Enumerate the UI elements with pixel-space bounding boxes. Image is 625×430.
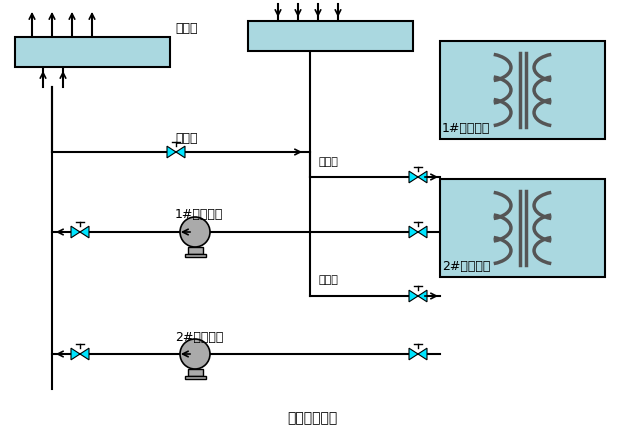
Bar [188, 247, 202, 255]
Text: 冷冻水管网图: 冷冻水管网图 [287, 410, 337, 424]
Polygon shape [409, 172, 418, 184]
Polygon shape [71, 227, 80, 238]
Circle shape [180, 218, 210, 247]
Polygon shape [71, 348, 80, 360]
Circle shape [180, 339, 210, 369]
Text: 集水管: 集水管 [175, 22, 198, 34]
Text: 2#空调机组: 2#空调机组 [442, 259, 491, 272]
Bar [440, 42, 605, 140]
Text: 旁通阀: 旁通阀 [175, 131, 198, 144]
Bar [184, 255, 206, 258]
Text: 冷冻水: 冷冻水 [318, 157, 338, 166]
Polygon shape [418, 227, 427, 238]
Polygon shape [176, 147, 185, 159]
Text: 1#空调机组: 1#空调机组 [442, 121, 491, 134]
Text: 2#冷冻水泵: 2#冷冻水泵 [175, 331, 223, 344]
Bar [184, 376, 206, 379]
Polygon shape [80, 348, 89, 360]
Bar [15, 38, 170, 68]
Text: 冷冻水: 冷冻水 [318, 274, 338, 284]
Bar [440, 180, 605, 277]
Polygon shape [80, 227, 89, 238]
Bar [188, 369, 202, 376]
Bar [248, 22, 413, 52]
Polygon shape [418, 172, 427, 184]
Polygon shape [409, 227, 418, 238]
Polygon shape [418, 348, 427, 360]
Polygon shape [418, 291, 427, 302]
Text: 1#冷冻水泵: 1#冷冻水泵 [175, 208, 223, 221]
Polygon shape [409, 348, 418, 360]
Polygon shape [409, 291, 418, 302]
Polygon shape [167, 147, 176, 159]
